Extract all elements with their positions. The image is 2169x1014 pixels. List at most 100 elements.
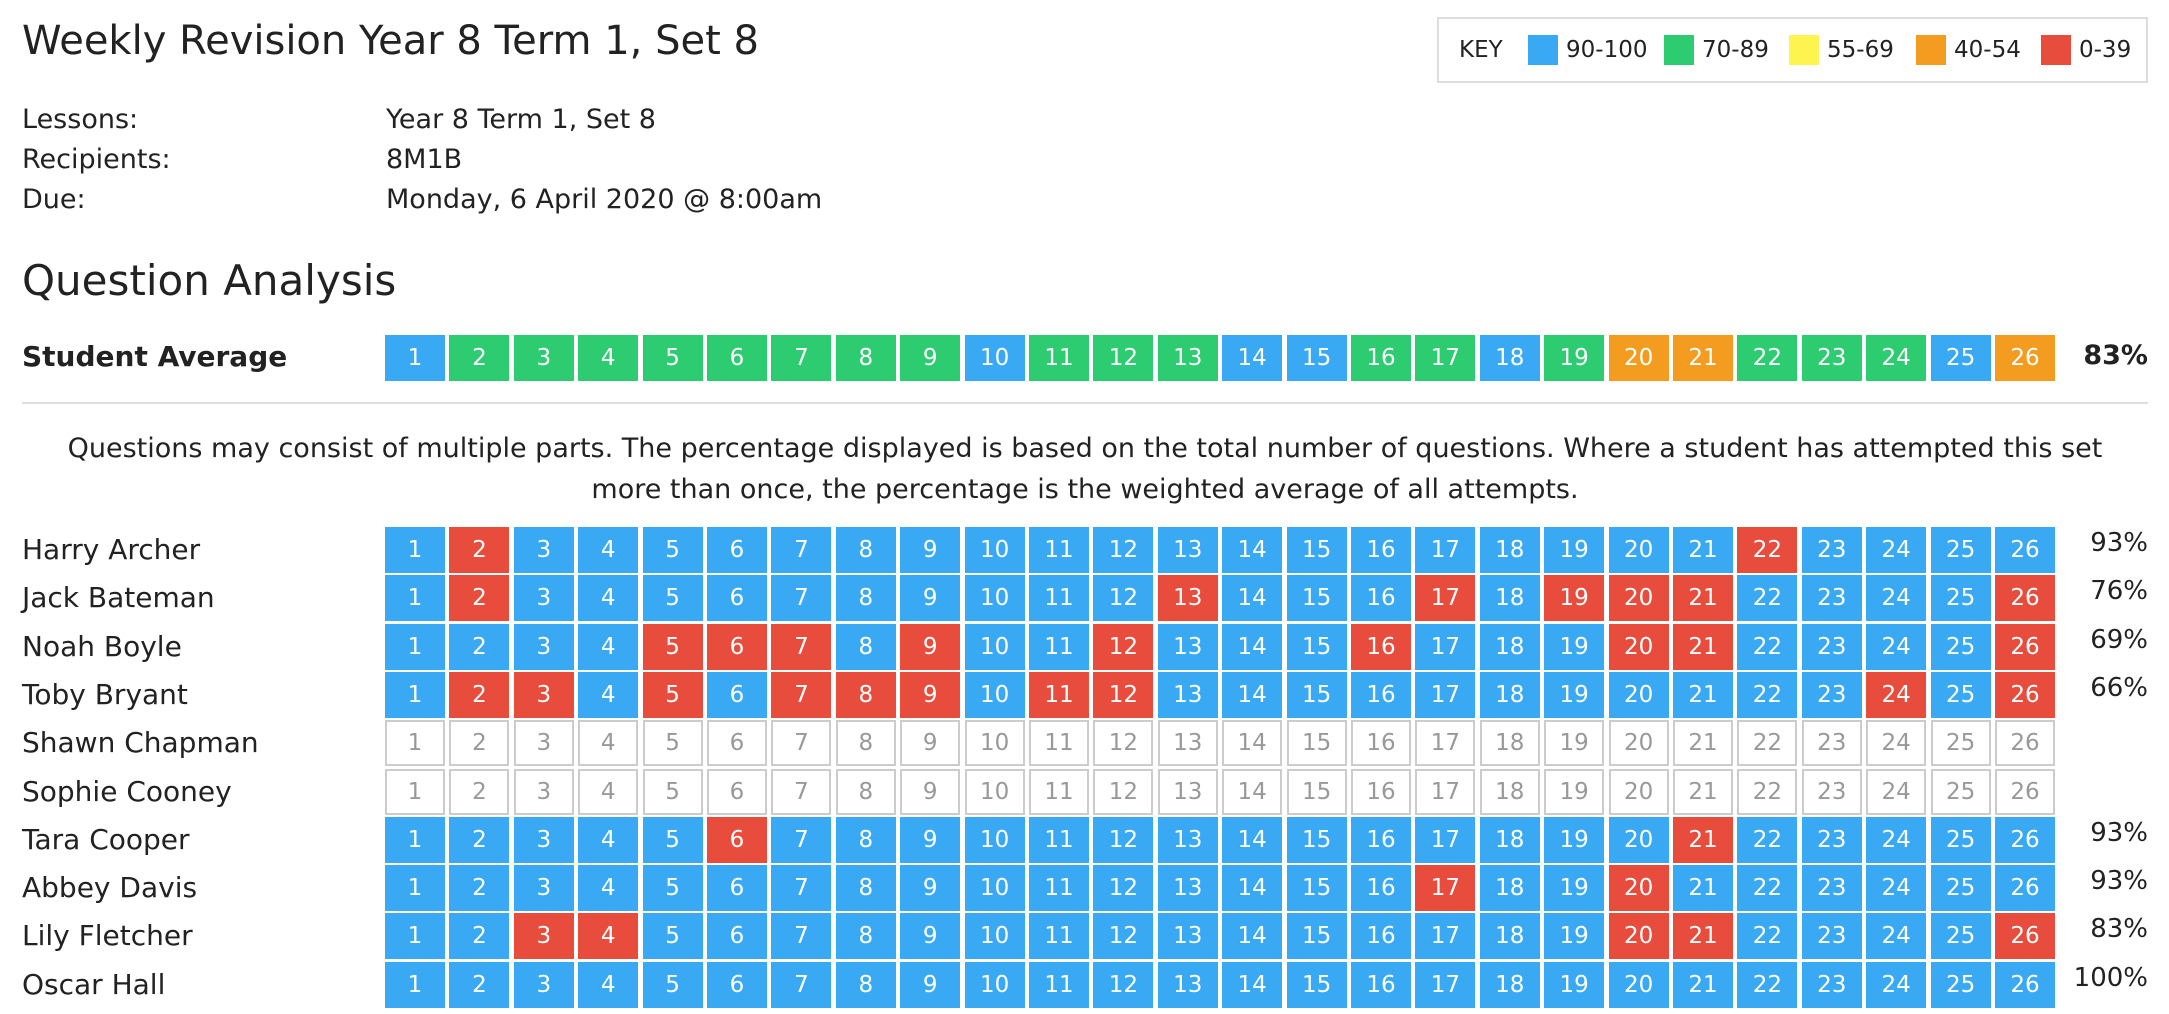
question-cell: 5 <box>642 816 703 863</box>
question-cell: 20 <box>1608 816 1669 863</box>
student-score: 100% <box>2073 962 2148 993</box>
question-cell: 15 <box>1286 335 1347 381</box>
question-cell: 6 <box>707 335 767 381</box>
question-cell: 21 <box>1673 527 1733 573</box>
question-cell: 7 <box>771 335 832 381</box>
question-cell: 1 <box>385 527 445 573</box>
question-cell: 14 <box>1222 671 1283 718</box>
question-cell: 21 <box>1673 575 1733 622</box>
question-cell: 7 <box>771 623 832 670</box>
question-cell: 24 <box>1866 768 1927 815</box>
detail-value: Monday, 6 April 2020 @ 8:00am <box>386 184 823 215</box>
question-cell: 26 <box>1995 527 2055 573</box>
question-cell: 22 <box>1737 671 1798 718</box>
question-cell: 24 <box>1866 335 1927 381</box>
question-cell: 1 <box>385 720 445 767</box>
question-cell: 21 <box>1673 720 1733 767</box>
question-cell: 18 <box>1479 865 1540 912</box>
question-cell: 20 <box>1608 575 1669 622</box>
question-cell: 1 <box>385 335 445 381</box>
question-cell: 20 <box>1608 913 1669 960</box>
question-cell: 2 <box>449 720 510 767</box>
question-cell: 18 <box>1479 913 1540 960</box>
question-cell: 16 <box>1351 575 1411 622</box>
question-cell: 2 <box>449 575 510 622</box>
question-cell: 17 <box>1415 335 1476 381</box>
question-cell: 20 <box>1608 671 1669 718</box>
student-name: Oscar Hall <box>22 967 166 1001</box>
question-cell: 24 <box>1866 816 1927 863</box>
note: Questions may consist of multiple parts.… <box>67 433 2103 505</box>
question-cell: 18 <box>1479 527 1540 573</box>
question-cell: 9 <box>900 623 961 670</box>
question-cell: 24 <box>1866 527 1927 573</box>
question-cell: 25 <box>1930 720 1991 767</box>
question-cell: 4 <box>578 335 639 381</box>
question-cell: 20 <box>1608 527 1669 573</box>
question-cell: 4 <box>578 575 639 622</box>
question-cell: 24 <box>1866 671 1927 718</box>
question-cell: 22 <box>1737 865 1798 912</box>
question-cell: 5 <box>642 865 703 912</box>
question-cell: 15 <box>1286 913 1347 960</box>
question-cell: 8 <box>835 623 896 670</box>
question-cell: 10 <box>964 913 1025 960</box>
student-score: 83% <box>2090 914 2148 945</box>
question-cell: 20 <box>1608 865 1669 912</box>
question-cell: 6 <box>707 913 767 960</box>
question-cell: 4 <box>578 961 639 1008</box>
question-cell: 25 <box>1930 816 1991 863</box>
question-cell: 12 <box>1093 720 1154 767</box>
question-cell: 9 <box>900 768 961 815</box>
question-cell: 14 <box>1222 720 1283 767</box>
question-cell: 2 <box>449 335 510 381</box>
question-cell: 17 <box>1415 913 1476 960</box>
question-cell: 21 <box>1673 768 1733 815</box>
student-score: 93% <box>2090 817 2148 848</box>
question-cell: 11 <box>1029 961 1089 1008</box>
student-name: Noah Boyle <box>22 629 182 663</box>
question-cell: 3 <box>513 527 574 573</box>
question-cell: 25 <box>1930 865 1991 912</box>
question-cell: 22 <box>1737 623 1798 670</box>
question-cell: 25 <box>1930 623 1991 670</box>
question-cell: 13 <box>1157 768 1218 815</box>
question-cell: 12 <box>1093 623 1154 670</box>
question-cell: 15 <box>1286 720 1347 767</box>
question-cell: 21 <box>1673 961 1733 1008</box>
question-cell: 19 <box>1544 720 1605 767</box>
question-cell: 17 <box>1415 720 1476 767</box>
question-cell: 3 <box>513 335 574 381</box>
detail-label: Due: <box>22 184 86 215</box>
question-cell: 22 <box>1737 575 1798 622</box>
question-cell: 18 <box>1479 720 1540 767</box>
question-cell: 2 <box>449 768 510 815</box>
question-cell: 17 <box>1415 671 1476 718</box>
question-cell: 16 <box>1351 913 1411 960</box>
question-cell: 4 <box>578 623 639 670</box>
student-name: Sophie Cooney <box>22 774 232 808</box>
question-cell: 11 <box>1029 575 1089 622</box>
section-title: Question Analysis <box>22 256 397 305</box>
question-cell: 4 <box>578 865 639 912</box>
question-cell: 12 <box>1093 768 1154 815</box>
question-cell: 5 <box>642 671 703 718</box>
question-cell: 23 <box>1801 768 1862 815</box>
question-cell: 8 <box>835 527 896 573</box>
detail-value: Year 8 Term 1, Set 8 <box>386 104 656 135</box>
question-cell: 4 <box>578 816 639 863</box>
question-cell: 23 <box>1801 623 1862 670</box>
question-cell: 12 <box>1093 816 1154 863</box>
question-cell: 9 <box>900 865 961 912</box>
question-cell: 9 <box>900 671 961 718</box>
question-cell: 26 <box>1995 575 2055 622</box>
question-cell: 4 <box>578 671 639 718</box>
question-cell: 14 <box>1222 913 1283 960</box>
question-cell: 17 <box>1415 768 1476 815</box>
question-cell: 7 <box>771 768 832 815</box>
question-cell: 9 <box>900 913 961 960</box>
question-cell: 4 <box>578 913 639 960</box>
question-cell: 21 <box>1673 335 1733 381</box>
question-cell: 5 <box>642 768 703 815</box>
question-cell: 6 <box>707 575 767 622</box>
